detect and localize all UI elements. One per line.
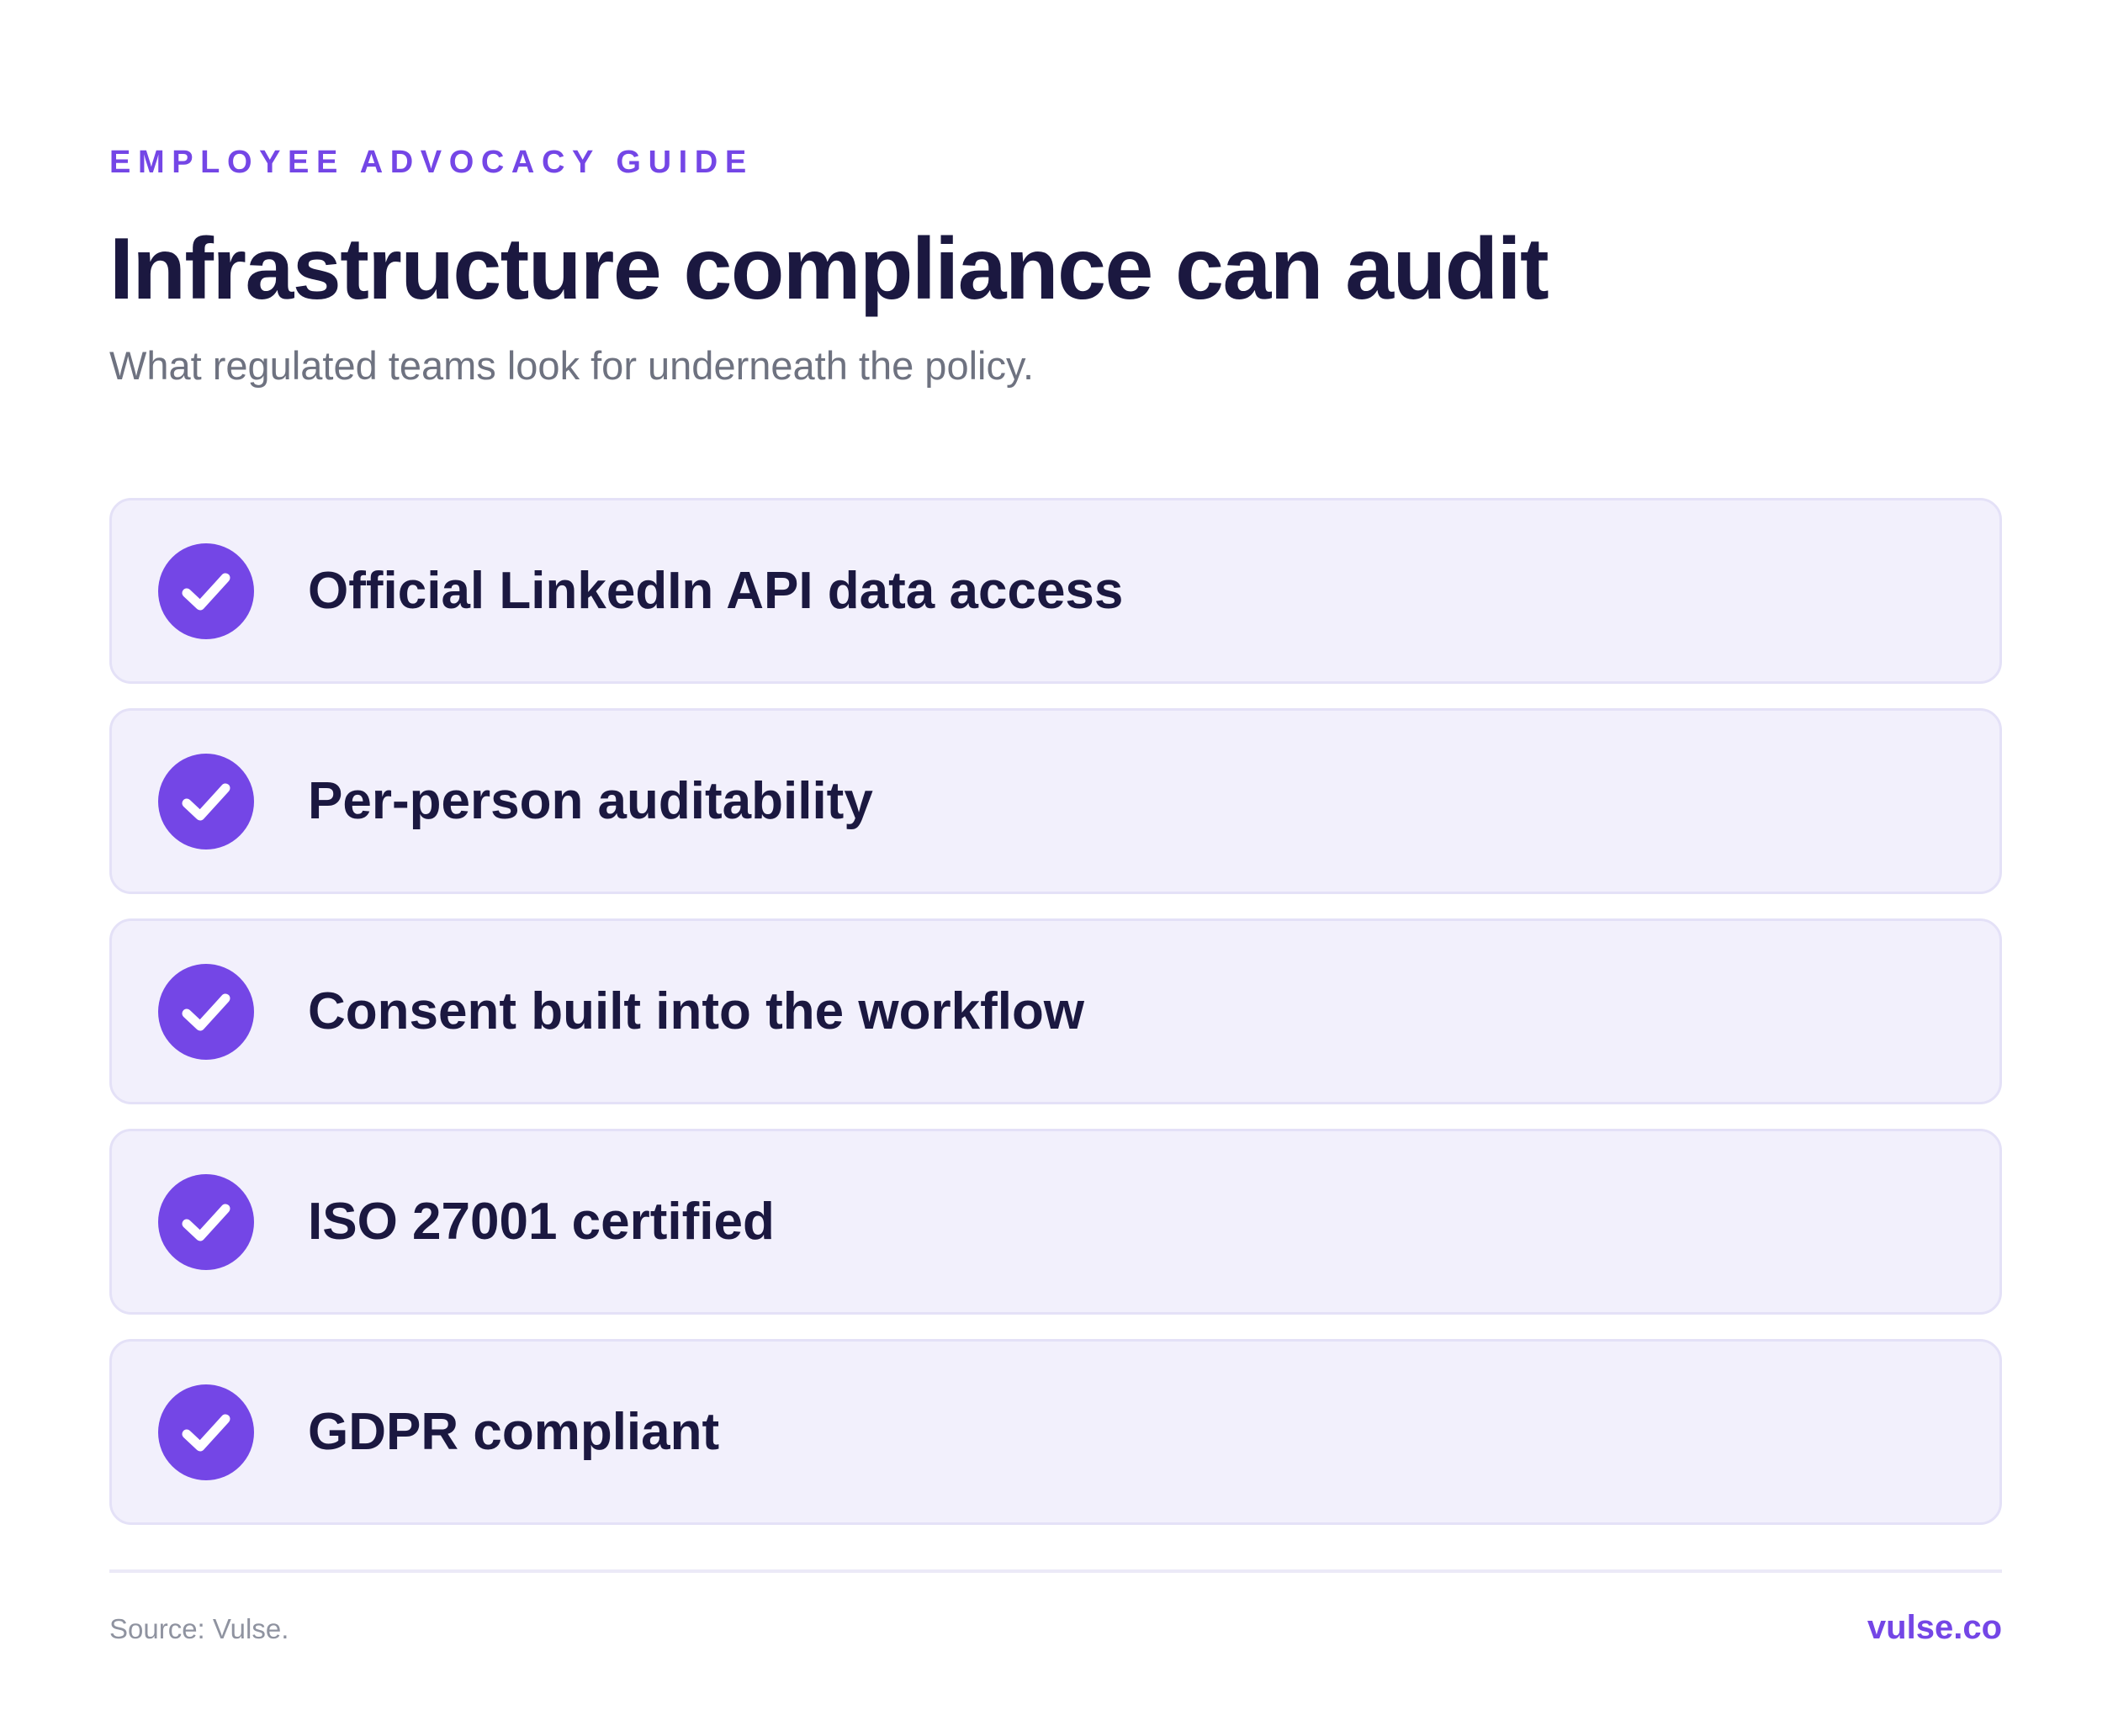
checklist-item: Consent built into the workflow <box>109 918 2002 1104</box>
brand-link[interactable]: vulse.co <box>1867 1609 2002 1646</box>
check-circle-icon <box>158 1384 254 1480</box>
eyebrow-label: EMPLOYEE ADVOCACY GUIDE <box>109 145 754 180</box>
checklist-item-label: Official LinkedIn API data access <box>308 562 1124 620</box>
checklist-item-label: GDPR compliant <box>308 1403 720 1461</box>
checklist-item-label: ISO 27001 certified <box>308 1193 775 1251</box>
source-note: Source: Vulse. <box>109 1613 289 1644</box>
check-circle-icon <box>158 754 254 849</box>
checklist-item: Per-person auditability <box>109 708 2002 894</box>
infographic: EMPLOYEE ADVOCACY GUIDE Infrastructure c… <box>109 0 2002 1736</box>
page-title: Infrastructure compliance can audit <box>109 220 1549 318</box>
checklist-item-label: Consent built into the workflow <box>308 982 1085 1040</box>
page-subtitle: What regulated teams look for underneath… <box>109 343 1035 388</box>
checklist: Official LinkedIn API data access Per-pe… <box>109 498 2002 1549</box>
footer-divider <box>109 1569 2002 1573</box>
checklist-item: GDPR compliant <box>109 1339 2002 1525</box>
checklist-item: ISO 27001 certified <box>109 1129 2002 1315</box>
checklist-item: Official LinkedIn API data access <box>109 498 2002 684</box>
check-circle-icon <box>158 543 254 639</box>
checklist-item-label: Per-person auditability <box>308 772 873 830</box>
check-circle-icon <box>158 964 254 1060</box>
check-circle-icon <box>158 1174 254 1270</box>
